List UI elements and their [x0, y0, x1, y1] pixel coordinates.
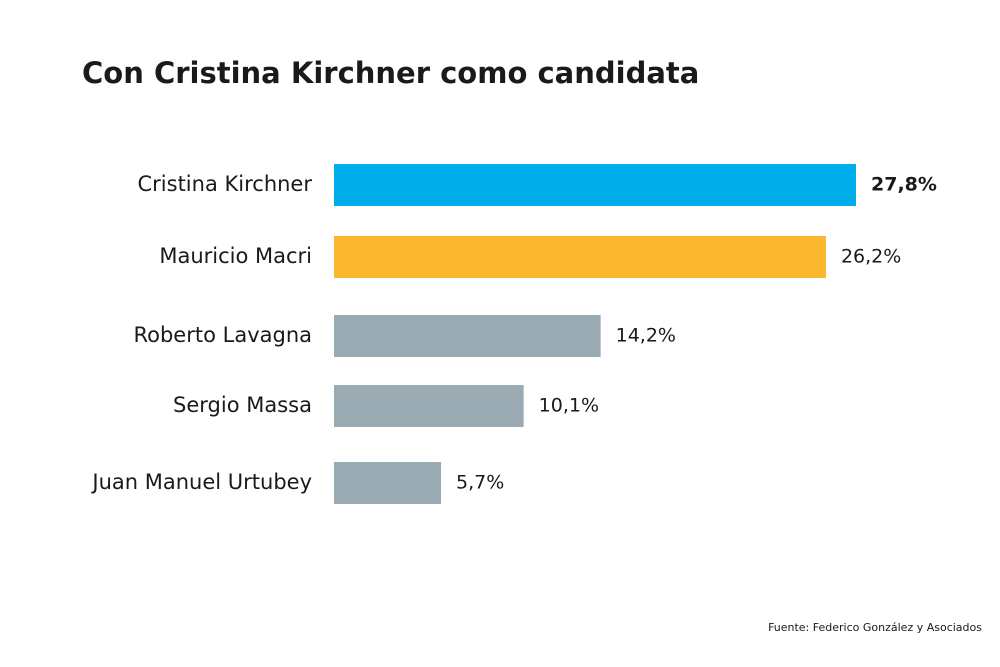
value-label: 14,2%	[616, 325, 676, 347]
value-label: 10,1%	[539, 395, 599, 417]
category-label: Roberto Lavagna	[133, 323, 312, 347]
category-label: Juan Manuel Urtubey	[90, 470, 312, 494]
value-label: 5,7%	[456, 472, 504, 494]
bar	[334, 236, 826, 278]
bar	[334, 385, 524, 427]
bar	[334, 164, 856, 206]
category-label: Mauricio Macri	[159, 244, 312, 268]
source-note: Fuente: Federico González y Asociados	[768, 621, 982, 634]
value-label: 27,8%	[871, 174, 937, 196]
bar	[334, 315, 601, 357]
category-label: Sergio Massa	[173, 393, 312, 417]
chart-title: Con Cristina Kirchner como candidata	[82, 56, 699, 90]
category-label: Cristina Kirchner	[138, 172, 313, 196]
bar	[334, 462, 442, 504]
value-label: 26,2%	[841, 246, 901, 268]
